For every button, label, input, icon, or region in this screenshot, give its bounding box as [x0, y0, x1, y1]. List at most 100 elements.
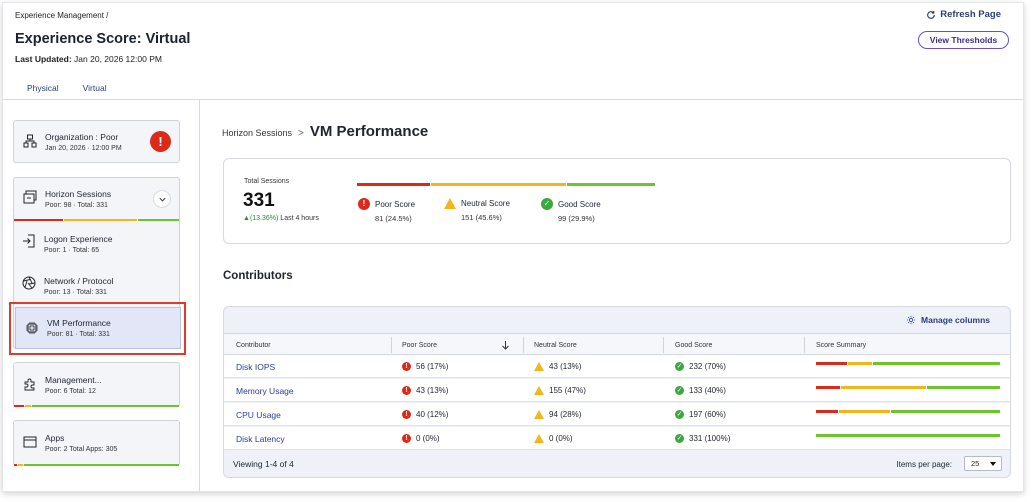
gear-icon	[906, 315, 916, 325]
good-value: 232 (70%)	[689, 362, 726, 371]
good-value: 197 (60%)	[689, 410, 726, 419]
col-good-score[interactable]: Good Score	[675, 341, 713, 349]
seg-good	[872, 362, 1001, 365]
col-score-summary[interactable]: Score Summary	[816, 341, 867, 349]
poor-value: 56 (17%)	[416, 362, 449, 371]
contributors-title: Contributors	[223, 270, 293, 282]
warning-icon	[534, 410, 544, 419]
seg-good	[927, 386, 1001, 389]
management-sub: Poor: 6 Total: 12	[45, 388, 96, 395]
collapse-button[interactable]	[153, 190, 171, 208]
col-neutral-score[interactable]: Neutral Score	[534, 341, 577, 349]
apps-name: Apps	[45, 433, 65, 443]
breadcrumb-horizon-link[interactable]: Horizon Sessions	[222, 128, 293, 138]
poor-alert-icon: !	[402, 386, 411, 395]
refresh-label: Refresh Page	[940, 9, 1001, 20]
col-separator	[391, 337, 392, 353]
sort-down-arrow-icon[interactable]	[501, 340, 510, 350]
sidebar-item-network[interactable]: Network / Protocol Poor: 13 · Total: 331	[13, 265, 180, 305]
org-chart-icon	[23, 134, 37, 148]
check-icon: ✓	[541, 198, 553, 210]
neutral-value: 0 (0%)	[549, 434, 573, 443]
items-per-page-label: Items per page:	[896, 460, 952, 469]
sidebar-card-organization[interactable]: Organization : Poor Jan 20, 2026 · 12:00…	[13, 120, 180, 163]
tab-physical[interactable]: Physical	[27, 83, 59, 93]
refresh-icon	[927, 10, 936, 19]
poor-alert-icon: !	[358, 198, 370, 210]
management-score-bar	[14, 405, 179, 407]
poor-value: 0 (0%)	[416, 434, 440, 443]
last-updated: Last Updated: Jan 20, 2026 12:00 PM	[15, 54, 162, 64]
poor-value: 43 (13%)	[416, 386, 449, 395]
legend-poor-label: Poor Score	[375, 199, 416, 209]
legend-poor-value: 81 (24.5%)	[375, 214, 412, 223]
org-name: Organization : Poor	[45, 132, 119, 142]
contributor-link[interactable]: Disk Latency	[236, 433, 285, 444]
network-name: Network / Protocol	[44, 276, 114, 286]
management-seg-poor	[14, 405, 24, 407]
items-per-page-value: 25	[971, 459, 980, 468]
col-poor-score[interactable]: Poor Score	[402, 341, 438, 349]
total-sessions-label: Total Sessions	[244, 178, 290, 185]
management-seg-neutral	[24, 405, 32, 407]
contributor-link[interactable]: Memory Usage	[236, 385, 294, 396]
sidebar-item-vm-selected[interactable]: VM Performance Poor: 81 · Total: 331	[15, 307, 181, 349]
horizon-seg-good	[138, 219, 179, 221]
summary-score-bar	[357, 183, 655, 186]
contributor-link[interactable]: Disk IOPS	[236, 361, 276, 372]
management-seg-good	[32, 405, 179, 407]
legend-poor: ! Poor Score 81 (24.5%)	[358, 198, 415, 223]
seg-neutral	[838, 410, 890, 413]
alert-icon: !	[150, 131, 171, 152]
apps-seg-neutral	[18, 464, 24, 466]
network-sub: Poor: 13 · Total: 331	[44, 289, 107, 296]
seg-poor	[816, 362, 847, 365]
good-value: 331 (100%)	[689, 434, 731, 443]
change-value: (13.36%)	[249, 215, 279, 222]
col-separator	[523, 337, 524, 353]
management-name: Management...	[45, 375, 102, 385]
legend-good-value: 99 (29.9%)	[558, 214, 595, 223]
apps-seg-poor	[14, 464, 18, 466]
row-score-bar	[816, 386, 1001, 389]
legend-neutral-value: 151 (45.6%)	[461, 213, 502, 222]
horizon-seg-neutral	[63, 219, 138, 221]
refresh-page-button[interactable]: Refresh Page	[926, 9, 1001, 20]
app-window-icon	[23, 436, 37, 448]
horizon-seg-poor	[14, 219, 63, 221]
row-score-bar	[816, 434, 1000, 437]
apps-seg-good	[24, 464, 179, 466]
sidebar-card-management[interactable]: Management... Poor: 6 Total: 12	[13, 362, 180, 407]
sessions-icon	[23, 190, 37, 204]
aperture-icon	[22, 276, 36, 290]
view-thresholds-button[interactable]: View Thresholds	[918, 31, 1009, 49]
contributor-link[interactable]: CPU Usage	[236, 409, 281, 420]
col-contributor[interactable]: Contributor	[236, 341, 271, 349]
check-icon: ✓	[675, 410, 684, 419]
summary-seg-neutral	[430, 183, 566, 186]
seg-good	[816, 434, 1000, 437]
manage-columns-button[interactable]: Manage columns	[906, 315, 990, 325]
puzzle-icon	[24, 378, 35, 391]
highlight-box	[9, 302, 186, 355]
total-change: ▲(13.36%) Last 4 hours	[243, 215, 319, 222]
horizon-name: Horizon Sessions	[45, 189, 112, 199]
check-icon: ✓	[675, 362, 684, 371]
summary-seg-good	[566, 183, 655, 186]
total-sessions-value: 331	[243, 190, 275, 211]
main-title: VM Performance	[309, 123, 429, 140]
table-row: Disk IOPS ! 56 (17%) 43 (13%) ✓ 232 (70%)	[224, 355, 1010, 378]
sidebar-card-apps[interactable]: Apps Poor: 2 Total Apps: 305	[13, 420, 180, 466]
legend-neutral: Neutral Score 151 (45.6%)	[444, 198, 510, 222]
sidebar-item-logon[interactable]: Logon Experience Poor: 1 · Total: 65	[13, 223, 180, 263]
logon-sub: Poor: 1 · Total: 65	[44, 247, 100, 254]
breadcrumb[interactable]: Experience Management /	[15, 11, 109, 20]
main-breadcrumb: Horizon Sessions > VM Performance	[222, 123, 428, 140]
col-separator	[663, 337, 664, 353]
apps-sub: Poor: 2 Total Apps: 305	[45, 446, 118, 453]
legend-good: ✓ Good Score 99 (29.9%)	[541, 198, 601, 223]
summary-card: Total Sessions 331 ▲(13.36%) Last 4 hour…	[223, 158, 1011, 244]
horizon-sub: Poor: 98 · Total: 331	[45, 202, 108, 209]
items-per-page-select[interactable]: 25	[964, 456, 1002, 471]
seg-poor	[816, 410, 838, 413]
